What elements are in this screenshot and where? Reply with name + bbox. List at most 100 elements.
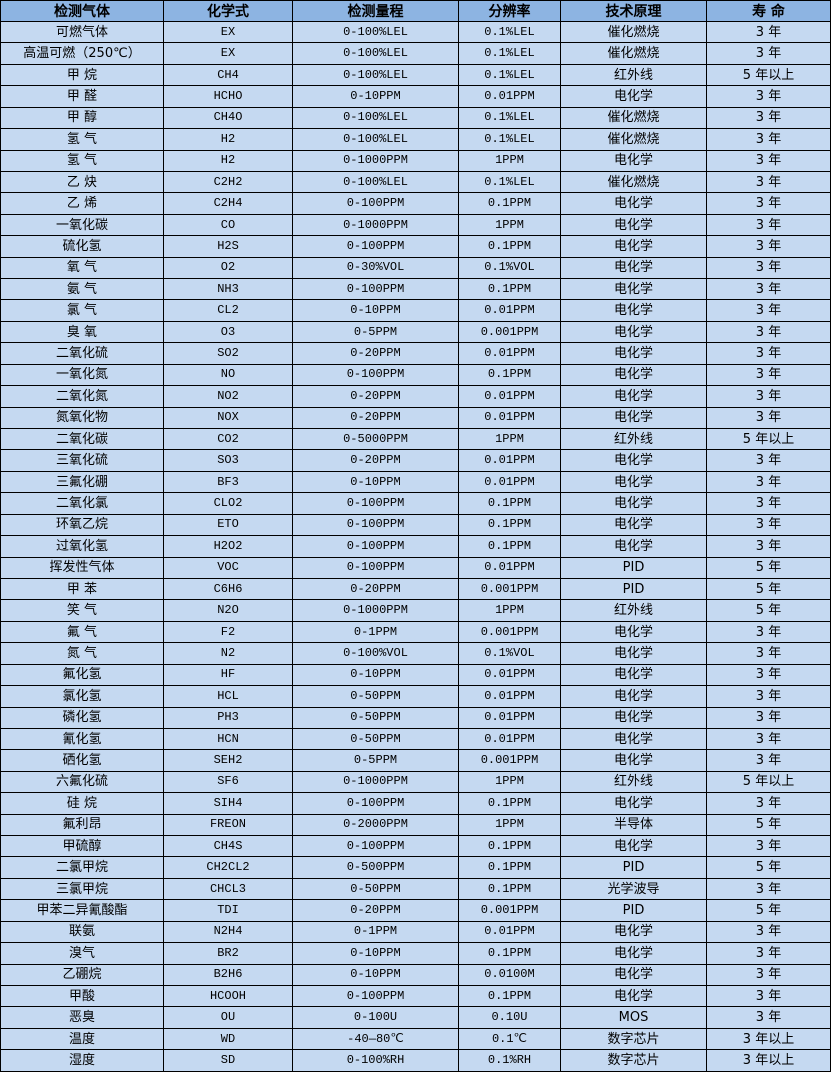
formula-cell: H2S <box>163 235 293 258</box>
resolution-cell: 1PPM <box>458 149 561 172</box>
range-cell: 0-5000PPM <box>292 428 459 451</box>
principle-cell: 催化燃烧 <box>560 106 707 130</box>
range-cell: 0-100PPM <box>292 192 459 215</box>
formula-cell: C2H2 <box>163 170 293 194</box>
principle-cell: 电化学 <box>560 320 707 344</box>
table-row: 三氯甲烷 CHCL3 0-50PPM 0.1PPM 光学波导 3 年 <box>0 877 831 901</box>
range-cell: 0-100PPM <box>292 363 459 387</box>
table-row: 二氧化氯 CLO2 0-100PPM 0.1PPM 电化学 3 年 <box>0 492 831 515</box>
gas-cell: 氧 气 <box>0 256 164 280</box>
formula-cell: CO2 <box>163 428 293 451</box>
gas-cell: 氰化氢 <box>0 727 164 751</box>
gas-cell: 二氧化碳 <box>0 428 164 451</box>
gas-cell: 氨 气 <box>0 278 164 301</box>
table-row: 硒化氢 SEH2 0-5PPM 0.001PPM 电化学 3 年 <box>0 749 831 772</box>
range-cell: 0-20PPM <box>292 406 459 430</box>
formula-cell: WD <box>163 1027 293 1051</box>
table-row: 三氧化硫 SO3 0-20PPM 0.01PPM 电化学 3 年 <box>0 449 831 472</box>
table-row: 氯化氢 HCL 0-50PPM 0.01PPM 电化学 3 年 <box>0 685 831 708</box>
gas-cell: 甲 醇 <box>0 106 164 130</box>
formula-cell: N2 <box>163 642 293 665</box>
range-cell: 0-20PPM <box>292 342 459 365</box>
table-row: 高温可燃（250℃） EX 0-100%LEL 0.1%LEL 催化燃烧 3 年 <box>0 42 831 65</box>
resolution-cell: 1PPM <box>458 599 561 622</box>
range-cell: 0-20PPM <box>292 385 459 408</box>
formula-cell: PH3 <box>163 706 293 729</box>
gas-cell: 湿度 <box>0 1049 164 1072</box>
principle-cell: MOS <box>560 1006 707 1029</box>
header-principle: 技术原理 <box>560 0 707 22</box>
table-row: 甲 醇 CH4O 0-100%LEL 0.1%LEL 催化燃烧 3 年 <box>0 106 831 130</box>
lifespan-cell: 3 年 <box>706 106 831 130</box>
lifespan-cell: 3 年 <box>706 535 831 558</box>
range-cell: 0-100%LEL <box>292 128 459 151</box>
principle-cell: 电化学 <box>560 213 707 237</box>
principle-cell: 电化学 <box>560 235 707 258</box>
formula-cell: CO <box>163 213 293 237</box>
formula-cell: H2 <box>163 149 293 172</box>
header-range: 检测量程 <box>292 0 459 22</box>
formula-cell: OU <box>163 1006 293 1029</box>
formula-cell: CH4O <box>163 106 293 130</box>
resolution-cell: 0.01PPM <box>458 556 561 579</box>
formula-cell: CH4S <box>163 835 293 858</box>
lifespan-cell: 3 年 <box>706 20 831 44</box>
principle-cell: 光学波导 <box>560 877 707 901</box>
principle-cell: 电化学 <box>560 406 707 430</box>
table-row: 恶臭 OU 0-100U 0.10U MOS 3 年 <box>0 1006 831 1029</box>
lifespan-cell: 3 年 <box>706 877 831 901</box>
resolution-cell: 0.1%LEL <box>458 170 561 194</box>
range-cell: 0-10PPM <box>292 299 459 322</box>
table-row: 二氧化碳 CO2 0-5000PPM 1PPM 红外线 5 年以上 <box>0 428 831 451</box>
range-cell: 0-100%RH <box>292 1049 459 1072</box>
range-cell: 0-10PPM <box>292 85 459 108</box>
range-cell: 0-500PPM <box>292 856 459 879</box>
table-row: 二氧化硫 SO2 0-20PPM 0.01PPM 电化学 3 年 <box>0 342 831 365</box>
principle-cell: 红外线 <box>560 770 707 794</box>
range-cell: 0-100PPM <box>292 513 459 537</box>
header-row: 检测气体 化学式 检测量程 分辨率 技术原理 寿 命 <box>0 0 831 22</box>
resolution-cell: 0.1%LEL <box>458 42 561 65</box>
lifespan-cell: 3 年 <box>706 620 831 644</box>
lifespan-cell: 5 年以上 <box>706 770 831 794</box>
range-cell: 0-100PPM <box>292 535 459 558</box>
range-cell: 0-100%LEL <box>292 106 459 130</box>
table-row: 硫化氢 H2S 0-100PPM 0.1PPM 电化学 3 年 <box>0 235 831 258</box>
range-cell: 0-100PPM <box>292 984 459 1008</box>
lifespan-cell: 3 年 <box>706 320 831 344</box>
formula-cell: B2H6 <box>163 963 293 986</box>
lifespan-cell: 3 年 <box>706 235 831 258</box>
principle-cell: 电化学 <box>560 385 707 408</box>
gas-cell: 甲酸 <box>0 984 164 1008</box>
resolution-cell: 1PPM <box>458 770 561 794</box>
principle-cell: 红外线 <box>560 428 707 451</box>
resolution-cell: 0.01PPM <box>458 406 561 430</box>
formula-cell: HF <box>163 663 293 687</box>
range-cell: 0-100PPM <box>292 278 459 301</box>
resolution-cell: 0.1PPM <box>458 792 561 815</box>
range-cell: 0-100PPM <box>292 835 459 858</box>
gas-cell: 一氧化氮 <box>0 363 164 387</box>
principle-cell: PID <box>560 899 707 922</box>
range-cell: 0-100%LEL <box>292 170 459 194</box>
lifespan-cell: 3 年 <box>706 406 831 430</box>
range-cell: 0-1000PPM <box>292 213 459 237</box>
range-cell: 0-20PPM <box>292 449 459 472</box>
formula-cell: C6H6 <box>163 577 293 601</box>
table-body: 可燃气体 EX 0-100%LEL 0.1%LEL 催化燃烧 3 年高温可燃（250℃） E… <box>0 20 831 1072</box>
lifespan-cell: 3 年 <box>706 706 831 729</box>
table-row: 氢 气 H2 0-1000PPM 1PPM 电化学 3 年 <box>0 149 831 172</box>
table-row: 联氨 N2H4 0-1PPM 0.01PPM 电化学 3 年 <box>0 920 831 944</box>
lifespan-cell: 3 年 <box>706 42 831 65</box>
range-cell: 0-10PPM <box>292 470 459 494</box>
resolution-cell: 0.01PPM <box>458 663 561 687</box>
resolution-cell: 1PPM <box>458 213 561 237</box>
gas-cell: 甲 醛 <box>0 85 164 108</box>
resolution-cell: 0.001PPM <box>458 577 561 601</box>
formula-cell: NH3 <box>163 278 293 301</box>
principle-cell: 电化学 <box>560 620 707 644</box>
range-cell: 0-100U <box>292 1006 459 1029</box>
formula-cell: H2 <box>163 128 293 151</box>
resolution-cell: 0.1%LEL <box>458 20 561 44</box>
